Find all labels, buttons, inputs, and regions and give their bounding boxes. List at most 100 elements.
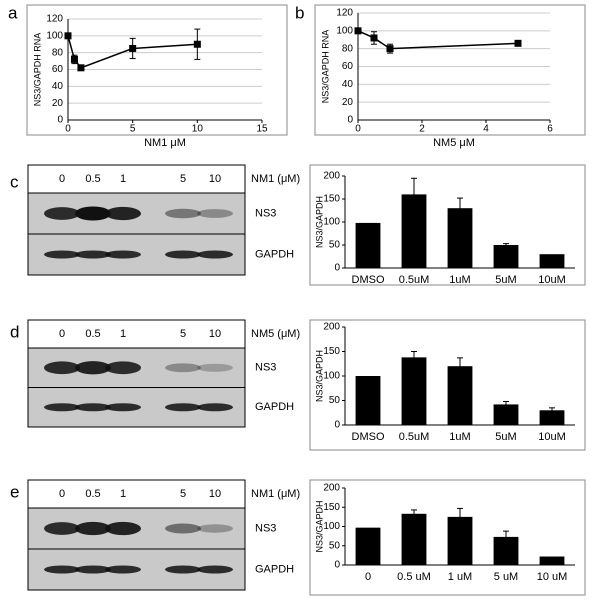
y-tick-label: 60 — [342, 61, 354, 72]
gapdh-band — [105, 403, 141, 412]
lane-label: 0 — [59, 173, 65, 185]
ns3-band — [44, 522, 80, 535]
error-bar — [503, 530, 509, 544]
y-tick-label: 200 — [323, 171, 340, 182]
x-tick-label: DMSO — [352, 431, 385, 443]
ns3-band — [165, 523, 201, 534]
y-tick-label: 200 — [323, 483, 340, 494]
x-tick-label: 10uM — [538, 431, 566, 443]
y-tick-label: 100 — [323, 521, 340, 532]
x-tick-label: 5uM — [495, 274, 516, 286]
data-point — [64, 32, 72, 40]
x-tick-label: 4 — [483, 124, 489, 135]
lane-label: 10 — [209, 173, 221, 185]
x-tick-label: 10 — [192, 124, 204, 135]
gapdh-band — [165, 565, 201, 574]
y-tick-label: 150 — [323, 194, 340, 205]
x-tick-label: 1 uM — [448, 571, 472, 583]
gapdh-band — [197, 565, 233, 574]
lane-label: 5 — [180, 173, 186, 185]
lane-label: 0.5 — [85, 328, 100, 340]
y-tick-label: 20 — [342, 97, 354, 108]
error-bar — [457, 507, 463, 526]
ns3-band — [44, 207, 80, 220]
band-label: GAPDH — [255, 401, 294, 413]
y-tick-label: 120 — [336, 8, 353, 19]
data-point — [514, 39, 522, 47]
panel-letter: a — [8, 3, 18, 22]
ns3-band — [75, 521, 111, 536]
y-tick-label: 20 — [52, 98, 64, 109]
gapdh-band — [165, 250, 201, 259]
y-tick-label: 80 — [52, 47, 64, 58]
bar — [493, 245, 519, 268]
gapdh-band — [44, 565, 80, 574]
error-bar — [411, 509, 417, 519]
gapdh-band — [165, 403, 201, 412]
gapdh-band — [105, 565, 141, 574]
x-tick-label: 5uM — [495, 431, 516, 443]
lane-label: 1 — [120, 328, 126, 340]
data-line — [357, 30, 519, 50]
x-axis-label: NM1 μM — [144, 137, 186, 149]
x-tick-label: 1uM — [449, 274, 470, 286]
x-tick-label: 5 — [130, 124, 136, 135]
band-label: GAPDH — [255, 248, 294, 260]
x-tick-label: 2 — [419, 124, 425, 135]
error-bar — [411, 351, 417, 364]
y-tick-label: 100 — [323, 371, 340, 382]
ns3-band — [165, 363, 201, 373]
gapdh-band — [197, 403, 233, 412]
band-label: GAPDH — [255, 563, 294, 575]
bar — [401, 513, 427, 565]
y-tick-label: 0 — [57, 115, 63, 126]
ns3-band — [197, 209, 233, 218]
ns3-band — [105, 206, 141, 221]
y-axis-label: NS3/GAPDH — [314, 500, 324, 552]
y-axis-label: NS3/GAPDH — [314, 350, 324, 402]
x-tick-label: 6 — [547, 124, 553, 135]
y-tick-label: 150 — [323, 346, 340, 357]
data-point — [370, 34, 378, 42]
gapdh-band — [75, 250, 111, 259]
data-point — [193, 40, 201, 48]
error-bar — [411, 177, 417, 211]
error-bar — [457, 357, 463, 376]
lane-label: 1 — [120, 173, 126, 185]
ns3-band — [165, 208, 201, 219]
band-label: NS3 — [255, 362, 276, 374]
x-tick-label: 0 — [365, 571, 371, 583]
lane-label: 0.5 — [85, 173, 100, 185]
gapdh-band — [75, 565, 111, 574]
x-tick-label: 5 uM — [494, 571, 518, 583]
y-tick-label: 100 — [323, 217, 340, 228]
x-tick-label: 10uM — [538, 274, 566, 286]
ns3-band — [105, 361, 141, 375]
lane-label: 5 — [180, 488, 186, 500]
bar — [539, 556, 565, 565]
y-tick-label: 40 — [52, 81, 64, 92]
ns3-band — [197, 363, 233, 372]
y-tick-label: 0 — [334, 420, 340, 431]
ns3-band — [105, 521, 141, 536]
chart-frame — [309, 319, 586, 451]
error-bar — [503, 243, 509, 247]
error-bar — [503, 400, 509, 408]
x-tick-label: 0.5 uM — [397, 571, 431, 583]
chart-frame — [314, 4, 586, 136]
x-axis-label: NM5 μM — [433, 137, 475, 149]
lane-label: 10 — [209, 328, 221, 340]
bar — [355, 527, 381, 565]
ns3-band — [75, 206, 111, 221]
lane-label: 0.5 — [85, 488, 100, 500]
y-tick-label: 50 — [329, 240, 341, 251]
chart-frame — [26, 4, 288, 136]
panel-letter: e — [10, 482, 19, 501]
gapdh-band — [44, 250, 80, 259]
x-tick-label: 0.5uM — [399, 274, 430, 286]
bar — [355, 376, 381, 425]
lane-label: 10 — [209, 488, 221, 500]
y-tick-label: 150 — [323, 502, 340, 513]
panel-letter: b — [295, 3, 304, 22]
y-tick-label: 0 — [334, 560, 340, 571]
